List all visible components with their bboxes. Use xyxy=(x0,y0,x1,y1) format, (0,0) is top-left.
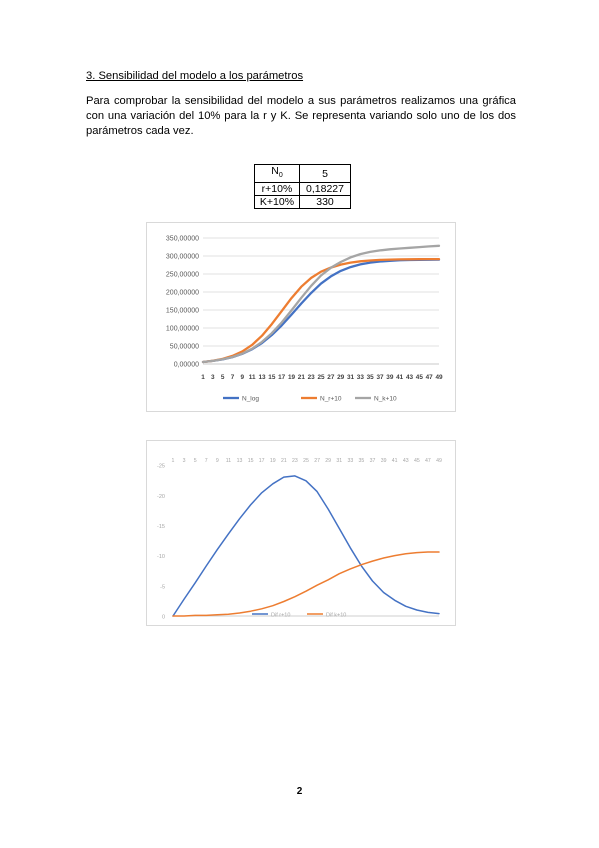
series-line-n-k-10 xyxy=(201,244,441,364)
x-tick-label: 47 xyxy=(425,458,431,464)
x-tick-label: 33 xyxy=(357,374,365,381)
y-tick-label: 0 xyxy=(162,615,165,621)
y-tick-label: 200,00000 xyxy=(166,290,199,297)
y-tick-label: -15 xyxy=(157,524,165,530)
x-tick-label: 19 xyxy=(270,458,276,464)
y-tick-label: -20 xyxy=(157,494,165,500)
x-tick-label: 23 xyxy=(292,458,298,464)
x-tick-label: 41 xyxy=(392,458,398,464)
population-chart: 0,00000 50,00000 100,00000 150,00000 200,000… xyxy=(146,222,456,412)
legend-label: N_r+10 xyxy=(320,396,342,403)
parameters-table: N0 5 r+10% 0,18227 K+10% 330 xyxy=(254,163,351,210)
y-tick-label: 250,00000 xyxy=(166,272,199,279)
difference-chart-svg: 0-5-10-15-20-251 3 5 7 9 11 13 15 17 19 21 23 25 27 29… xyxy=(157,458,442,621)
x-tick-label: 11 xyxy=(249,374,256,381)
x-tick-label: 43 xyxy=(403,458,409,464)
x-tick-label: 11 xyxy=(226,458,231,464)
population-chart-svg: 0,00000 50,00000 100,00000 150,00000 200,000… xyxy=(166,236,443,403)
section-paragraph: Para comprobar la sensibilidad del model… xyxy=(86,95,516,137)
legend-label: N_k+10 xyxy=(374,396,397,403)
x-tick-label: 41 xyxy=(396,374,404,381)
x-tick-label: 27 xyxy=(327,374,335,381)
y-tick-label: 100,00000 xyxy=(166,326,199,333)
difference-chart: 0 -5 -10 -15 -20 -25 1 3 5 7 9 11 13 15 17 19 21 23 25 27 29… xyxy=(146,440,456,626)
x-tick-label: 25 xyxy=(317,374,325,381)
table-cell-key: K+10% xyxy=(254,195,300,210)
x-tick-label: 21 xyxy=(298,374,306,381)
x-tick-label: 35 xyxy=(367,374,375,381)
x-tick-label: 15 xyxy=(268,374,276,381)
page-number: 2 xyxy=(296,786,303,797)
x-tick-label: 17 xyxy=(259,458,265,464)
x-tick-label: 49 xyxy=(436,458,442,464)
table-cell-value: 330 xyxy=(299,195,351,210)
table-cell-value: 5 xyxy=(299,163,351,184)
x-tick-label: 47 xyxy=(426,374,434,381)
legend-label: Dif k+10 xyxy=(326,613,346,619)
x-tick-label: 49 xyxy=(435,374,443,381)
y-tick-label: 300,00000 xyxy=(166,254,199,261)
x-tick-label: 1 xyxy=(201,374,205,381)
legend-label: N_log xyxy=(242,396,259,403)
x-tick-label: 13 xyxy=(258,374,266,381)
y-tick-label: 150,00000 xyxy=(166,308,199,315)
x-tick-label: 23 xyxy=(308,374,316,381)
x-tick-label: 45 xyxy=(416,374,424,381)
series-line-dif-r-10 xyxy=(172,475,440,617)
table-row: N0 5 xyxy=(254,163,351,184)
x-tick-label: 43 xyxy=(406,374,414,381)
x-tick-label: 5 xyxy=(221,374,225,381)
y-tick-label: 350,00000 xyxy=(166,236,199,243)
x-tick-label: 9 xyxy=(241,374,245,381)
x-tick-label: 27 xyxy=(314,458,320,464)
x-tick-label: 9 xyxy=(216,458,219,464)
table-cell-key: N0 xyxy=(254,163,300,184)
x-tick-label: 1 xyxy=(172,458,175,464)
y-tick-label: 50,00000 xyxy=(170,344,199,351)
x-tick-label: 25 xyxy=(303,458,309,464)
x-tick-label: 29 xyxy=(337,374,345,381)
legend-label: Dif r+10 xyxy=(271,613,290,619)
x-tick-label: 45 xyxy=(414,458,420,464)
x-tick-label: 39 xyxy=(386,374,394,381)
y-tick-label: 0,00000 xyxy=(174,362,199,369)
x-tick-label: 33 xyxy=(347,458,353,464)
y-tick-label: -25 xyxy=(157,464,165,470)
x-tick-label: 7 xyxy=(205,458,208,464)
x-tick-label: 39 xyxy=(381,458,387,464)
y-tick-label: -10 xyxy=(157,554,165,560)
x-tick-label: 3 xyxy=(211,374,215,381)
x-tick-label: 19 xyxy=(288,374,296,381)
x-tick-label: 37 xyxy=(370,458,376,464)
x-tick-label: 29 xyxy=(325,458,331,464)
x-tick-label: 17 xyxy=(278,374,286,381)
x-tick-label: 37 xyxy=(376,374,384,381)
table-cell-value: 0,18227 xyxy=(299,182,351,197)
section-heading: 3. Sensibilidad del modelo a los parámet… xyxy=(86,70,304,82)
series-line-dif-k-10 xyxy=(172,551,440,617)
table-cell-key: r+10% xyxy=(254,182,300,197)
x-tick-label: 31 xyxy=(347,374,355,381)
x-tick-label: 7 xyxy=(231,374,235,381)
table-row: K+10% 330 xyxy=(254,195,351,210)
table-row: r+10% 0,18227 xyxy=(254,182,351,197)
x-tick-label: 35 xyxy=(359,458,365,464)
x-tick-label: 13 xyxy=(237,458,243,464)
x-tick-label: 21 xyxy=(281,458,287,464)
x-tick-label: 15 xyxy=(248,458,254,464)
x-tick-label: 3 xyxy=(183,458,186,464)
x-tick-label: 31 xyxy=(336,458,342,464)
x-tick-label: 5 xyxy=(194,458,197,464)
series-line-n-r-10 xyxy=(201,257,441,364)
y-tick-label: -5 xyxy=(160,584,165,590)
